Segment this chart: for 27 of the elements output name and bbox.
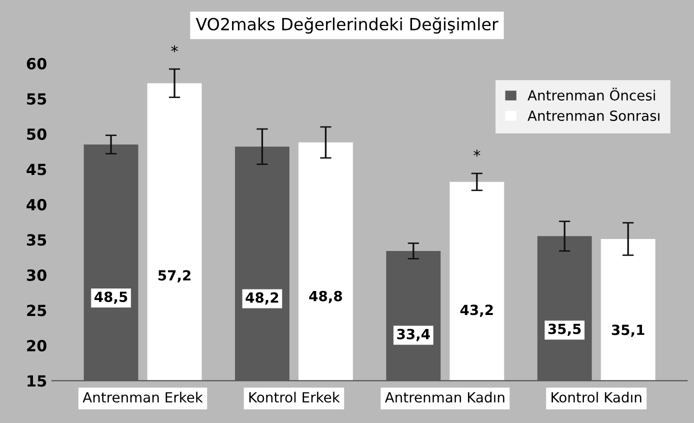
y-tick-label: 45 [26,164,46,176]
y-tick-label: 30 [26,269,46,281]
y-tick-label: 20 [27,340,46,352]
annotation: * [474,150,480,157]
y-tick-label: 55 [27,93,46,105]
chart-title: VO2maks Değerlerindeki Değişimler [196,17,498,34]
legend-label: Antrenman Sonrası [528,110,660,121]
x-tick-label: Antrenman Kadın [384,392,504,403]
y-tick-label: 50 [27,128,46,140]
data-label: 57,2 [158,270,190,282]
y-tick-label: 35 [26,234,46,246]
y-tick-label: 15 [28,375,46,387]
y-tick-label: 40 [26,198,46,210]
y-tick-label: 25 [27,304,46,316]
x-tick-label: Kontrol Erkek [249,392,340,403]
legend-label: Antrenman Öncesi [528,88,655,101]
data-label: 35,1 [612,324,644,337]
data-label: 48,8 [309,290,342,304]
x-tick-label: Kontrol Kadın [552,392,642,403]
data-label: 48,2 [246,292,278,305]
annotation: * [171,45,178,52]
data-label: 33,4 [397,328,430,342]
data-label: 48,5 [94,292,128,304]
y-tick-label: 60 [26,58,46,70]
data-label: 43,2 [460,304,493,317]
x-tick-label: Antrenman Erkek [82,392,203,403]
data-label: 35,5 [548,324,581,336]
